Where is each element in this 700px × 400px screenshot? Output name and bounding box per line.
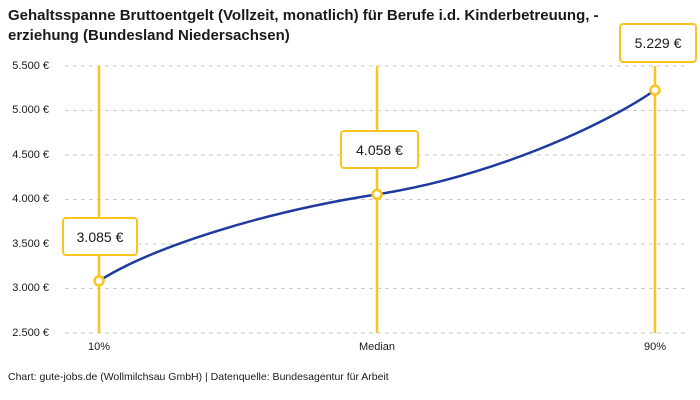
value-label-90th-percentile: 5.229 €: [634, 35, 682, 51]
y-axis-tick-label: 4.500 €: [12, 149, 49, 161]
y-axis-tick-label: 2.500 €: [12, 327, 49, 339]
value-label-box-median: 4.058 €: [340, 130, 419, 169]
y-axis-tick-label: 5.000 €: [12, 104, 49, 116]
value-label-median: 4.058 €: [356, 141, 403, 158]
y-axis-tick-label: 3.500 €: [12, 238, 49, 250]
x-axis-label-median: Median: [358, 341, 396, 353]
x-axis-label-90th-percentile: 90%: [643, 341, 667, 353]
x-axis-label-10th-percentile: 10%: [87, 341, 111, 353]
y-axis-tick-label: 4.000 €: [12, 193, 49, 205]
chart-credit: Chart: gute-jobs.de (Wollmilchsau GmbH) …: [8, 371, 389, 383]
chart-title: Gehaltsspanne Bruttoentgelt (Vollzeit, m…: [8, 6, 680, 46]
data-point-marker: [93, 275, 105, 287]
y-axis-tick-label: 3.000 €: [12, 282, 49, 294]
chart-title-line-2: erziehung (Bundesland Niedersachsen): [8, 27, 290, 44]
value-label-10th-percentile: 3.085 €: [76, 228, 124, 245]
chart-title-line-1: Gehaltsspanne Bruttoentgelt (Vollzeit, m…: [8, 7, 599, 24]
data-point-marker: [649, 84, 661, 96]
value-label-box-90th-percentile: 5.229 €: [619, 23, 697, 63]
data-point-marker: [371, 188, 383, 201]
value-label-box-10th-percentile: 3.085 €: [62, 217, 138, 256]
y-axis-tick-label: 5.500 €: [12, 60, 49, 72]
